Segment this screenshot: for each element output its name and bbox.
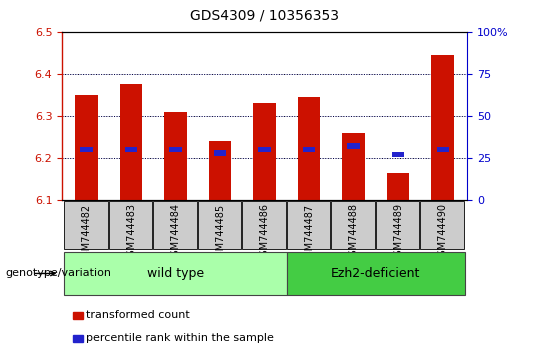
Bar	[392, 152, 404, 157]
Text: GSM744487: GSM744487	[304, 204, 314, 263]
Bar	[64, 200, 108, 249]
Text: genotype/variation: genotype/variation	[5, 268, 111, 279]
Text: GSM744483: GSM744483	[126, 204, 136, 262]
Bar	[109, 200, 152, 249]
Text: wild type: wild type	[147, 267, 204, 280]
Text: GDS4309 / 10356353: GDS4309 / 10356353	[190, 9, 339, 23]
Bar	[348, 143, 360, 149]
Bar	[287, 252, 465, 295]
Text: GSM744485: GSM744485	[215, 204, 225, 263]
Bar	[303, 147, 315, 152]
Bar	[298, 97, 320, 200]
Text: GSM744482: GSM744482	[82, 204, 92, 263]
Bar	[253, 103, 276, 200]
Bar	[153, 200, 197, 249]
Text: GSM744490: GSM744490	[437, 204, 448, 262]
Bar	[387, 173, 409, 200]
Bar	[420, 200, 464, 249]
Bar	[120, 84, 142, 200]
Bar	[431, 55, 454, 200]
Bar	[125, 147, 137, 152]
Text: percentile rank within the sample: percentile rank within the sample	[86, 333, 274, 343]
Text: GSM744486: GSM744486	[260, 204, 269, 262]
Bar	[287, 200, 330, 249]
Text: GSM744488: GSM744488	[349, 204, 359, 262]
Bar	[436, 147, 449, 152]
Text: GSM744489: GSM744489	[393, 204, 403, 262]
Text: Ezh2-deficient: Ezh2-deficient	[331, 267, 421, 280]
Text: GSM744484: GSM744484	[171, 204, 180, 262]
Bar	[198, 200, 241, 249]
Bar	[376, 200, 420, 249]
Bar	[76, 95, 98, 200]
Bar	[209, 141, 231, 200]
Text: transformed count: transformed count	[86, 310, 190, 320]
Bar	[332, 200, 375, 249]
Bar	[259, 147, 271, 152]
Bar	[242, 200, 286, 249]
Bar	[342, 133, 365, 200]
Bar	[64, 252, 287, 295]
Bar	[165, 112, 187, 200]
Bar	[170, 147, 181, 152]
Bar	[80, 147, 93, 152]
Bar	[214, 150, 226, 156]
